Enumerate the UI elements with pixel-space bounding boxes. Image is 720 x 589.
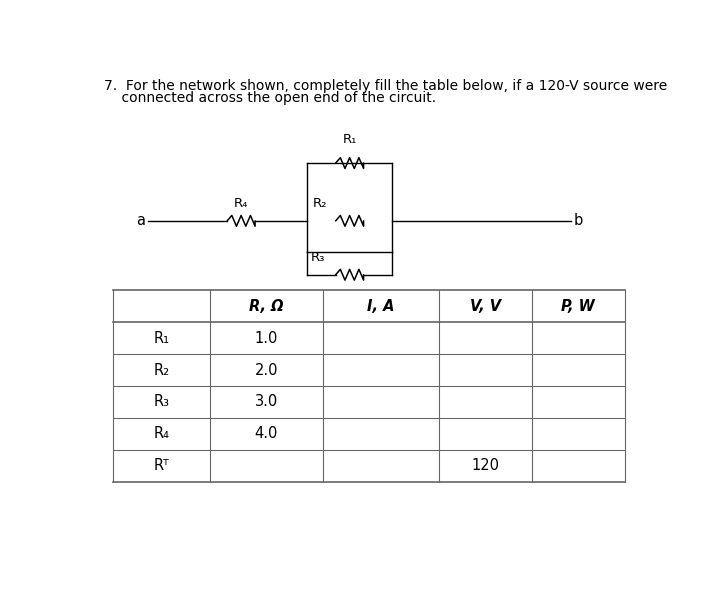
Text: R₁: R₁ xyxy=(343,133,357,146)
Text: R₄: R₄ xyxy=(234,197,248,210)
Text: P, W: P, W xyxy=(562,299,595,313)
Text: R₃: R₃ xyxy=(311,251,325,264)
Text: 1.0: 1.0 xyxy=(255,330,278,346)
Text: R₁: R₁ xyxy=(153,330,170,346)
Text: R, Ω: R, Ω xyxy=(249,299,284,313)
Text: 120: 120 xyxy=(472,458,499,474)
Text: b: b xyxy=(574,213,583,227)
Text: R₃: R₃ xyxy=(153,395,170,409)
Text: I, A: I, A xyxy=(367,299,395,313)
Text: R₂: R₂ xyxy=(313,197,328,210)
Text: R₄: R₄ xyxy=(154,426,170,441)
Text: Rᵀ: Rᵀ xyxy=(154,458,170,474)
Text: 2.0: 2.0 xyxy=(255,362,278,378)
Text: V, V: V, V xyxy=(469,299,501,313)
Text: 3.0: 3.0 xyxy=(255,395,278,409)
Text: a: a xyxy=(136,213,145,227)
Text: R₂: R₂ xyxy=(153,362,170,378)
Text: 4.0: 4.0 xyxy=(255,426,278,441)
Text: 7.  For the network shown, completely fill the table below, if a 120-V source we: 7. For the network shown, completely fil… xyxy=(104,79,667,93)
Text: connected across the open end of the circuit.: connected across the open end of the cir… xyxy=(104,91,436,105)
